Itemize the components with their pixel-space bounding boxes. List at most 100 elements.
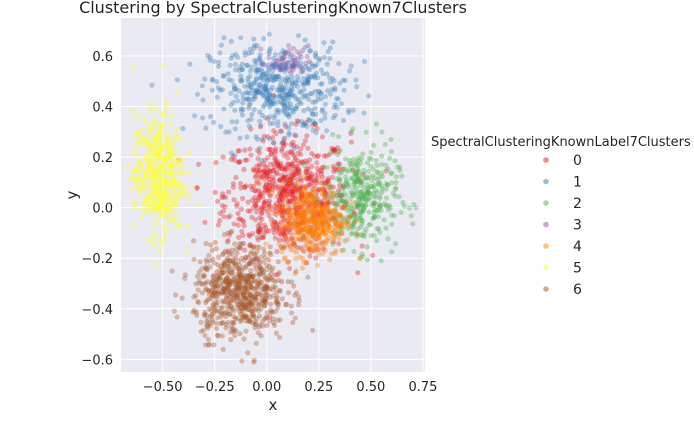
data-point [345, 205, 351, 211]
data-point [261, 303, 267, 309]
data-point [271, 101, 277, 107]
data-point [309, 216, 315, 222]
data-point [273, 211, 279, 218]
data-point [293, 63, 300, 69]
data-point [342, 238, 348, 244]
data-point [317, 56, 323, 62]
data-point [401, 203, 407, 209]
data-point [199, 83, 205, 89]
data-point [226, 129, 232, 135]
data-point [317, 213, 323, 219]
data-point [358, 232, 364, 238]
data-point [156, 163, 162, 169]
data-point [300, 201, 306, 207]
data-point [228, 55, 234, 61]
data-point [313, 230, 319, 237]
data-point [339, 226, 346, 232]
data-point [165, 189, 171, 195]
data-point [273, 284, 279, 290]
data-point [334, 96, 340, 102]
data-point [266, 167, 272, 173]
data-point [353, 172, 359, 178]
data-point [277, 64, 283, 70]
data-point [353, 185, 359, 191]
data-point [283, 223, 289, 229]
data-point [334, 213, 340, 219]
data-point [283, 92, 289, 98]
data-point [313, 203, 319, 209]
data-point [320, 184, 326, 190]
data-point [293, 80, 299, 86]
data-point [231, 221, 237, 227]
data-point [141, 140, 147, 147]
data-point [275, 298, 281, 305]
data-point [278, 245, 285, 251]
data-point [162, 235, 168, 241]
data-point [237, 77, 243, 83]
data-point [365, 190, 371, 196]
data-point [281, 224, 287, 230]
data-point [319, 174, 326, 180]
data-point [349, 190, 355, 197]
data-point [375, 170, 381, 176]
x-tick-label: 0.75 [408, 380, 437, 395]
data-point [288, 176, 294, 182]
data-point [279, 204, 285, 210]
legend-marker [543, 264, 549, 271]
data-point [311, 183, 318, 189]
data-point [309, 215, 315, 221]
data-point [221, 214, 227, 220]
data-point [300, 226, 306, 232]
data-point [304, 175, 310, 181]
data-point [247, 73, 253, 79]
data-point [357, 255, 363, 261]
data-point [283, 189, 289, 195]
data-point [285, 59, 291, 66]
data-point [353, 171, 359, 177]
data-point [203, 266, 209, 272]
data-point [262, 285, 268, 292]
data-point [304, 160, 310, 166]
data-point [332, 221, 338, 227]
data-point [335, 218, 341, 224]
x-tick-labels: −0.50 −0.25 0.00 0.25 0.50 0.75 [143, 380, 438, 395]
data-point [324, 128, 330, 134]
data-point [267, 91, 273, 97]
data-point [129, 169, 136, 175]
data-point [267, 121, 273, 127]
data-point [247, 243, 253, 249]
data-point [157, 166, 163, 172]
data-point [255, 89, 261, 95]
data-point [324, 201, 330, 207]
data-point [303, 210, 309, 216]
data-point [304, 166, 310, 172]
legend-label: 6 [573, 282, 582, 298]
data-point [239, 358, 245, 364]
data-point [287, 94, 293, 100]
data-point [225, 237, 231, 243]
data-point [292, 196, 298, 202]
data-point [316, 235, 322, 241]
data-point [287, 215, 293, 221]
data-point [148, 159, 154, 165]
data-point [305, 66, 311, 72]
data-point [327, 224, 333, 230]
data-point [280, 220, 287, 226]
data-point [307, 219, 313, 225]
data-point [266, 208, 272, 214]
data-point [218, 42, 224, 48]
data-point [256, 194, 262, 200]
data-point [313, 70, 319, 76]
data-point [270, 120, 276, 126]
data-point [227, 62, 233, 68]
data-point [253, 180, 259, 186]
data-point [352, 180, 358, 187]
data-point [327, 91, 334, 97]
data-point [316, 224, 322, 230]
data-point [341, 184, 347, 191]
data-point [156, 148, 162, 154]
data-point [257, 225, 263, 231]
data-point [388, 148, 395, 155]
data-point [283, 123, 289, 129]
data-point [138, 206, 144, 212]
